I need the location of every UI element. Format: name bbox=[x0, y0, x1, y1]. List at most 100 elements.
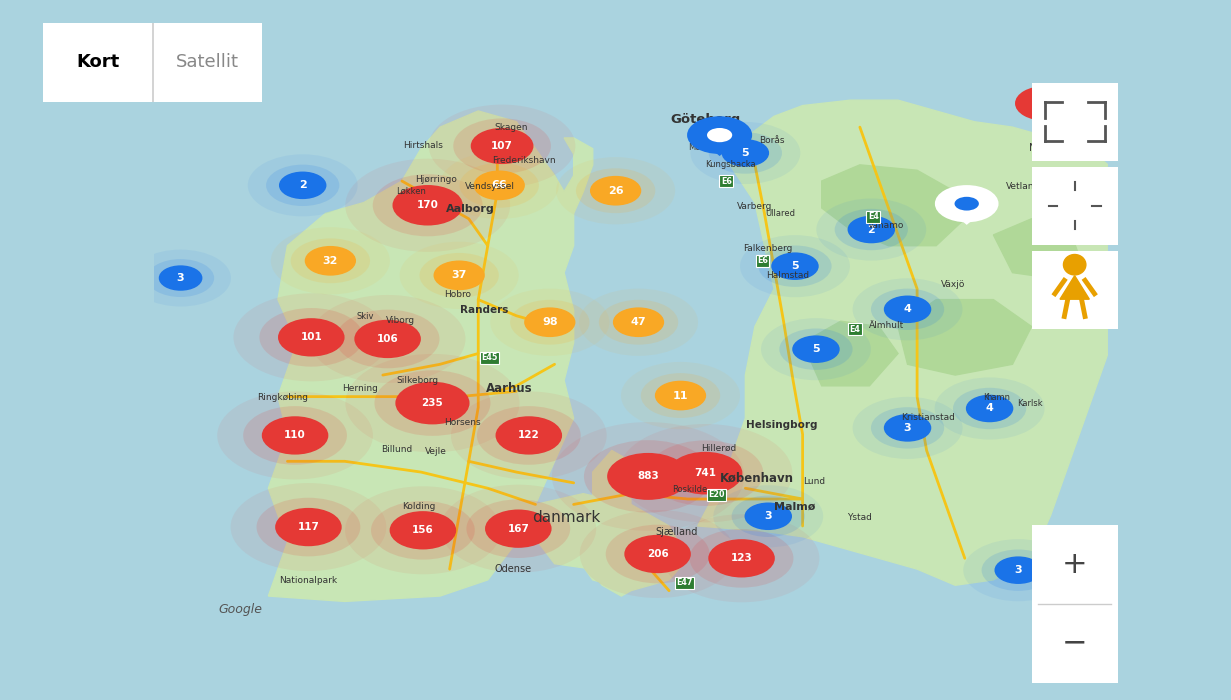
Circle shape bbox=[1064, 255, 1086, 275]
Circle shape bbox=[266, 164, 340, 206]
Text: E45: E45 bbox=[481, 354, 497, 363]
Text: 3: 3 bbox=[1014, 565, 1022, 575]
Text: E20: E20 bbox=[709, 490, 725, 499]
Text: E4: E4 bbox=[868, 212, 879, 221]
Circle shape bbox=[396, 383, 469, 424]
Text: 37: 37 bbox=[452, 270, 467, 280]
Circle shape bbox=[777, 256, 814, 276]
Circle shape bbox=[346, 354, 519, 452]
Circle shape bbox=[937, 186, 997, 221]
Circle shape bbox=[420, 253, 499, 298]
Text: 2: 2 bbox=[299, 181, 307, 190]
Polygon shape bbox=[899, 300, 1032, 375]
Text: −: − bbox=[1062, 629, 1087, 657]
Circle shape bbox=[691, 122, 800, 184]
Text: Helsingborg: Helsingborg bbox=[746, 419, 817, 430]
Text: Vejle: Vejle bbox=[426, 447, 447, 456]
Circle shape bbox=[476, 406, 581, 465]
Circle shape bbox=[772, 253, 817, 279]
Circle shape bbox=[305, 247, 356, 275]
Circle shape bbox=[556, 157, 675, 225]
Text: Roskilde: Roskilde bbox=[672, 485, 708, 494]
Polygon shape bbox=[1060, 276, 1089, 299]
Text: Falkenberg: Falkenberg bbox=[744, 244, 793, 253]
Text: Ystad: Ystad bbox=[847, 513, 873, 522]
Polygon shape bbox=[822, 165, 965, 246]
Text: Malmø: Malmø bbox=[774, 502, 816, 512]
Text: Vänamo: Vänamo bbox=[868, 220, 905, 230]
FancyBboxPatch shape bbox=[1029, 248, 1120, 331]
Text: Silkeborg: Silkeborg bbox=[396, 376, 438, 385]
Circle shape bbox=[848, 216, 894, 242]
Circle shape bbox=[625, 536, 691, 573]
Circle shape bbox=[853, 397, 963, 459]
Circle shape bbox=[934, 377, 1045, 440]
Text: Sjælland: Sjælland bbox=[655, 527, 698, 538]
Text: Herning: Herning bbox=[342, 384, 378, 393]
Circle shape bbox=[614, 308, 664, 336]
Circle shape bbox=[474, 172, 524, 200]
Circle shape bbox=[689, 529, 794, 587]
Circle shape bbox=[740, 235, 849, 298]
Text: 3: 3 bbox=[177, 273, 185, 283]
Circle shape bbox=[619, 311, 659, 333]
Text: Satellit: Satellit bbox=[176, 53, 239, 71]
Circle shape bbox=[745, 503, 792, 529]
Text: Løkken: Løkken bbox=[396, 186, 426, 195]
Text: Nationalpark: Nationalpark bbox=[279, 577, 337, 585]
Circle shape bbox=[310, 250, 350, 272]
Circle shape bbox=[435, 261, 484, 289]
Text: Möl: Möl bbox=[688, 143, 703, 152]
Circle shape bbox=[164, 269, 197, 288]
Circle shape bbox=[713, 485, 824, 547]
Text: 206: 206 bbox=[646, 549, 668, 559]
Circle shape bbox=[130, 250, 231, 307]
Text: 3: 3 bbox=[764, 511, 772, 522]
Text: 107: 107 bbox=[491, 141, 513, 151]
Circle shape bbox=[723, 140, 768, 166]
Circle shape bbox=[428, 104, 575, 188]
Text: 123: 123 bbox=[731, 553, 752, 564]
Text: 883: 883 bbox=[638, 471, 659, 482]
Circle shape bbox=[362, 324, 414, 354]
Text: Borås: Borås bbox=[760, 136, 785, 145]
Circle shape bbox=[160, 266, 202, 290]
Circle shape bbox=[632, 539, 683, 568]
Circle shape bbox=[964, 539, 1073, 601]
Circle shape bbox=[664, 514, 820, 602]
Circle shape bbox=[400, 190, 455, 220]
Circle shape bbox=[1033, 97, 1056, 110]
Circle shape bbox=[1000, 560, 1037, 580]
Circle shape bbox=[835, 209, 908, 250]
Circle shape bbox=[271, 228, 390, 295]
Text: Odense: Odense bbox=[494, 564, 531, 574]
Text: 32: 32 bbox=[323, 256, 339, 266]
Circle shape bbox=[390, 512, 455, 549]
Text: 117: 117 bbox=[298, 522, 319, 532]
Circle shape bbox=[779, 328, 853, 370]
Circle shape bbox=[286, 323, 337, 352]
Polygon shape bbox=[574, 451, 688, 591]
Circle shape bbox=[661, 384, 700, 407]
Text: Google: Google bbox=[219, 603, 262, 616]
Circle shape bbox=[870, 288, 944, 330]
FancyBboxPatch shape bbox=[1029, 164, 1120, 247]
Text: 170: 170 bbox=[417, 200, 438, 210]
Circle shape bbox=[715, 544, 767, 573]
Text: 3: 3 bbox=[904, 423, 911, 433]
Circle shape bbox=[146, 259, 214, 297]
Text: Göteborg: Göteborg bbox=[670, 113, 740, 125]
Circle shape bbox=[707, 128, 732, 142]
Text: Skiv: Skiv bbox=[357, 312, 374, 321]
Circle shape bbox=[439, 152, 559, 219]
Circle shape bbox=[670, 453, 741, 494]
Circle shape bbox=[336, 309, 439, 368]
Circle shape bbox=[260, 308, 363, 367]
Circle shape bbox=[750, 506, 787, 526]
Circle shape bbox=[758, 246, 832, 287]
Circle shape bbox=[728, 143, 763, 163]
Circle shape bbox=[282, 512, 335, 542]
Text: 66: 66 bbox=[491, 181, 507, 190]
Circle shape bbox=[618, 424, 793, 522]
FancyBboxPatch shape bbox=[1029, 80, 1120, 163]
